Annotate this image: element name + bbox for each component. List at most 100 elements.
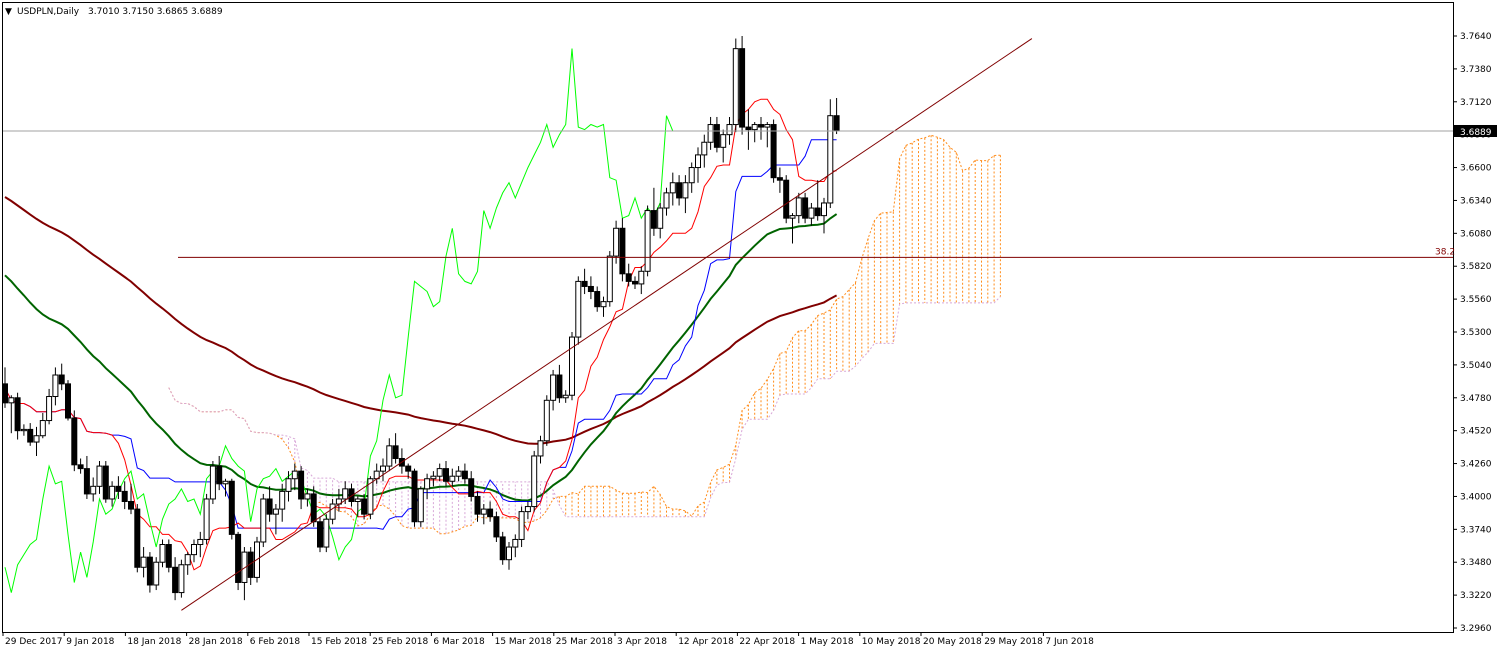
candle-body xyxy=(619,227,626,275)
y-tick-label: 3.6080 xyxy=(1460,229,1492,239)
overlay-lines: 38.2 xyxy=(3,38,1455,611)
candle xyxy=(650,187,657,236)
candle-body xyxy=(669,182,676,194)
x-tick-label: 28 Jan 2018 xyxy=(189,637,243,647)
candle-body xyxy=(27,428,34,443)
candle-body xyxy=(638,270,645,285)
x-tick-label: 18 Jan 2018 xyxy=(127,637,181,647)
candle-body xyxy=(83,468,90,495)
candle-body xyxy=(298,470,305,500)
candle-body xyxy=(764,124,771,128)
candle-body xyxy=(96,465,103,487)
plot-frame xyxy=(2,2,1454,633)
candle-body xyxy=(247,551,254,578)
candle-body xyxy=(600,301,607,308)
candle-body xyxy=(134,508,141,568)
x-tick-label: 10 May 2018 xyxy=(862,637,921,647)
candle xyxy=(707,116,714,150)
candle xyxy=(783,175,790,224)
candle xyxy=(298,466,305,510)
candle xyxy=(20,424,27,436)
candle-body xyxy=(153,561,160,586)
candle-body xyxy=(380,465,386,472)
candle-body xyxy=(821,202,827,217)
candle-body xyxy=(266,498,273,515)
candle xyxy=(569,332,575,401)
candle xyxy=(361,493,368,520)
candle-body xyxy=(71,417,78,466)
candle-body xyxy=(8,397,15,404)
candle xyxy=(487,501,494,522)
candle xyxy=(663,187,670,216)
candle-body xyxy=(317,521,323,548)
candle-body xyxy=(789,215,796,219)
y-tick-label: 3.5040 xyxy=(1460,361,1492,371)
candle-body xyxy=(827,115,834,204)
candle xyxy=(524,501,531,520)
candle xyxy=(455,466,462,482)
candle-body xyxy=(461,470,468,480)
candle-body xyxy=(178,564,185,594)
candle-body xyxy=(146,556,153,586)
candle xyxy=(197,531,204,558)
candle-body xyxy=(720,134,727,148)
candle xyxy=(550,369,557,411)
candle-body xyxy=(392,445,399,459)
candle xyxy=(134,504,141,573)
candle-body xyxy=(487,508,494,518)
y-tick-label: 3.5300 xyxy=(1460,328,1492,338)
candle-body xyxy=(480,508,487,515)
candle-body xyxy=(732,48,739,126)
y-tick-label: 3.7120 xyxy=(1460,98,1492,108)
candle-body xyxy=(436,468,443,477)
candle-body xyxy=(594,291,601,308)
x-tick-label: 3 Apr 2018 xyxy=(617,637,667,647)
candle xyxy=(241,547,248,601)
candle xyxy=(27,423,34,446)
y-tick-label: 3.4520 xyxy=(1460,427,1492,437)
candle-body xyxy=(802,197,809,219)
candle-body xyxy=(562,394,569,399)
candle-body xyxy=(235,533,242,583)
candle-body xyxy=(758,124,764,128)
candle xyxy=(821,197,827,234)
candle-body xyxy=(695,154,701,169)
time-axis: 29 Dec 2017 9 Jan 2018 18 Jan 2018 28 Jan 2… xyxy=(2,632,1094,647)
candle xyxy=(65,380,71,421)
candle-body xyxy=(739,48,746,128)
candle xyxy=(537,435,544,464)
senkou-span-b xyxy=(168,296,1001,518)
candle xyxy=(776,167,783,193)
candle-body xyxy=(499,536,506,561)
candle-body xyxy=(33,435,40,443)
candle-body xyxy=(770,124,777,179)
x-tick-label: 15 Mar 2018 xyxy=(495,637,552,647)
candle xyxy=(739,36,746,135)
candle xyxy=(814,180,821,221)
candle xyxy=(770,119,777,183)
candle-body xyxy=(575,280,582,338)
x-tick-label: 20 May 2018 xyxy=(923,637,982,647)
candle xyxy=(222,478,229,497)
candle xyxy=(146,552,153,593)
candle-body xyxy=(90,485,97,495)
ichimoku-cloud xyxy=(168,134,1001,535)
candle-body xyxy=(172,566,179,594)
candle-body xyxy=(386,445,393,467)
candle xyxy=(789,213,796,244)
candle xyxy=(317,516,323,553)
candle xyxy=(499,531,506,565)
candle-body xyxy=(833,115,840,132)
y-tick-label: 3.2960 xyxy=(1460,624,1492,634)
candle-body xyxy=(228,480,235,535)
candle-body xyxy=(417,488,424,523)
candle xyxy=(165,539,172,573)
candle xyxy=(424,473,431,499)
candle xyxy=(480,504,487,525)
fib-level-label: 38.2 xyxy=(1435,247,1455,257)
candle xyxy=(411,468,418,527)
candle-body xyxy=(713,124,720,148)
candle xyxy=(203,493,210,545)
current-price-label: 3.6889 xyxy=(1460,128,1492,138)
